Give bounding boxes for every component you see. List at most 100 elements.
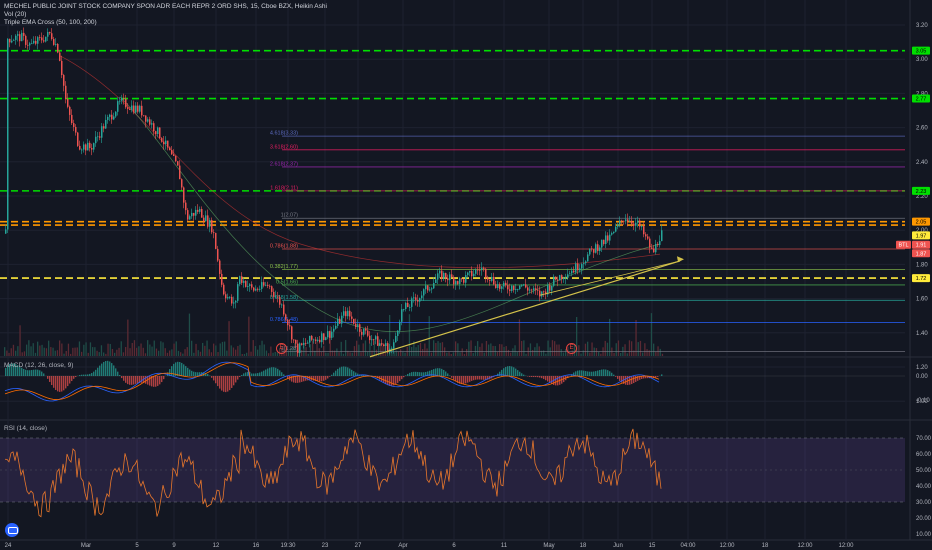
rsi-axis-label: 60.00 xyxy=(916,452,932,458)
candle-body xyxy=(563,278,565,280)
volume-bar xyxy=(483,352,485,356)
time-axis-label: 18 xyxy=(580,543,587,549)
earnings-event-marker[interactable]: E xyxy=(276,343,287,354)
candle-body xyxy=(481,267,483,271)
macd-histogram-bar xyxy=(9,364,11,376)
volume-bar xyxy=(232,347,235,356)
candle-body xyxy=(269,285,271,287)
volume-bar xyxy=(166,352,169,356)
candle-body xyxy=(135,105,137,113)
macd-histogram-bar xyxy=(473,376,475,381)
candle-body xyxy=(225,294,227,299)
macd-histogram-bar xyxy=(363,375,365,376)
candle-body xyxy=(41,37,43,41)
macd-histogram-bar xyxy=(483,376,485,380)
macd-histogram-bar xyxy=(329,376,331,377)
candle-body xyxy=(531,289,533,291)
macd-histogram-bar xyxy=(331,374,333,376)
volume-bar xyxy=(347,350,349,356)
candle-body xyxy=(519,285,521,290)
rsi-legend[interactable]: RSI (14, close) xyxy=(4,425,47,432)
candle-body xyxy=(643,226,645,235)
candle-body xyxy=(203,217,205,222)
volume-bar xyxy=(131,342,133,356)
macd-legend[interactable]: MACD (12, 26, close, 9) xyxy=(4,362,74,369)
fib-level-label: 1(1.28) xyxy=(281,346,299,352)
volume-bar xyxy=(184,349,186,356)
candle-body xyxy=(401,309,403,322)
volume-bar xyxy=(268,353,270,356)
macd-histogram-bar xyxy=(401,376,403,380)
candle-body xyxy=(281,304,283,306)
candle-body xyxy=(641,226,643,227)
volume-bar xyxy=(505,346,507,356)
macd-histogram-bar xyxy=(251,373,253,376)
volume-bar xyxy=(96,350,98,356)
macd-histogram-bar xyxy=(399,376,401,382)
volume-bar xyxy=(142,347,144,356)
volume-bar xyxy=(606,342,609,356)
macd-histogram-bar xyxy=(439,368,441,376)
macd-histogram-bar xyxy=(587,371,589,376)
candle-body xyxy=(263,282,265,286)
macd-histogram-bar xyxy=(509,366,511,376)
volume-bar xyxy=(470,340,472,356)
price-axis-marker-label: 1.72 xyxy=(916,276,927,282)
volume-bar xyxy=(45,348,48,356)
candle-body xyxy=(23,32,25,36)
candle-body xyxy=(403,309,405,310)
candle-body xyxy=(551,285,553,291)
volume-bar xyxy=(382,346,384,356)
macd-histogram-bar xyxy=(325,376,327,380)
volume-bar xyxy=(257,349,259,356)
macd-histogram-bar xyxy=(257,373,259,376)
volume-bar xyxy=(50,347,52,356)
candle-body xyxy=(573,270,575,273)
candle-body xyxy=(313,339,315,341)
volume-bar xyxy=(488,344,490,356)
candle-body xyxy=(473,273,475,277)
macd-histogram-bar xyxy=(199,372,201,376)
macd-histogram-bar xyxy=(195,372,197,376)
volume-bar xyxy=(402,351,404,356)
macd-histogram-bar xyxy=(479,376,481,380)
macd-histogram-bar xyxy=(595,371,597,376)
volume-bar xyxy=(67,343,70,356)
volume-bar xyxy=(452,352,455,356)
macd-histogram-bar xyxy=(5,367,7,376)
macd-histogram-bar xyxy=(493,376,495,378)
candle-body xyxy=(51,33,53,39)
volume-bar xyxy=(21,352,23,356)
volume-bar xyxy=(547,340,549,356)
chat-widget-icon[interactable] xyxy=(5,523,19,537)
candle-body xyxy=(555,276,557,280)
volume-bar xyxy=(54,350,56,356)
macd-histogram-bar xyxy=(505,366,507,376)
macd-histogram-bar xyxy=(519,371,521,376)
time-axis-label: Apr xyxy=(398,543,407,549)
candle-body xyxy=(429,289,431,291)
volume-legend[interactable]: Vol (20) xyxy=(4,11,27,18)
ema-legend[interactable]: Triple EMA Cross (50, 100, 200) xyxy=(4,19,97,26)
macd-histogram-bar xyxy=(49,376,51,382)
earnings-event-marker[interactable]: E xyxy=(566,343,577,354)
candle-body xyxy=(367,330,369,336)
candle-body xyxy=(299,343,301,354)
macd-histogram-bar xyxy=(503,368,505,376)
macd-histogram-bar xyxy=(75,376,77,378)
candle-body xyxy=(605,235,607,244)
candle-body xyxy=(377,336,379,346)
volume-bar xyxy=(26,344,28,356)
candle-body xyxy=(55,44,57,45)
volume-bar xyxy=(210,352,213,356)
volume-bar xyxy=(118,347,120,356)
macd-histogram-bar xyxy=(267,368,269,376)
macd-histogram-bar xyxy=(151,376,153,387)
volume-bar xyxy=(600,353,602,356)
macd-histogram-bar xyxy=(633,376,635,384)
candle-body xyxy=(499,284,501,289)
macd-histogram-bar xyxy=(323,376,325,381)
volume-bar xyxy=(620,353,622,356)
candle-body xyxy=(467,272,469,276)
